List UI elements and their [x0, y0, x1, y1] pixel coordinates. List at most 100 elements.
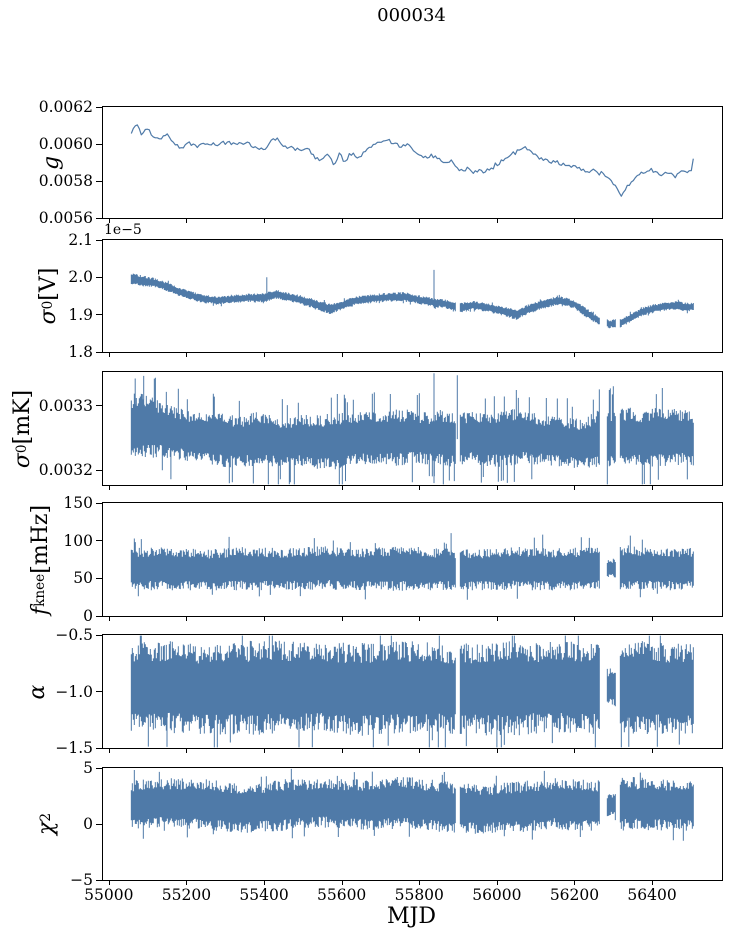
x-tick	[186, 486, 188, 490]
x-tick	[496, 219, 498, 223]
x-tick-label: 56000	[472, 886, 522, 904]
y-tick-label: 2.0	[68, 268, 93, 287]
y-tick	[96, 540, 102, 542]
x-tick	[574, 617, 576, 621]
panel-fknee	[102, 502, 723, 617]
x-tick	[108, 486, 110, 490]
x-tick-label: 55400	[239, 886, 289, 904]
axis-offset-label: 1e−5	[104, 222, 142, 238]
y-tick-label: 0.0032	[38, 461, 93, 480]
x-tick	[496, 486, 498, 490]
data-band-chi2	[130, 768, 694, 841]
y-tick-label: 0.0062	[38, 98, 93, 116]
y-tick	[96, 502, 102, 504]
x-tick	[652, 617, 654, 621]
y-tick-label: 0.0058	[38, 172, 93, 190]
y-tick	[96, 143, 102, 145]
x-tick	[108, 881, 110, 885]
x-tick	[341, 219, 343, 223]
data-line-g	[130, 124, 694, 197]
x-tick	[341, 881, 343, 885]
y-tick-label: 1.9	[68, 305, 93, 324]
y-tick-label: 0	[83, 815, 93, 833]
x-tick	[186, 881, 188, 885]
data-band-alpha	[130, 635, 694, 748]
x-tick	[652, 749, 654, 753]
x-tick	[574, 219, 576, 223]
y-tick	[96, 405, 102, 407]
x-tick-label: 55200	[161, 886, 212, 904]
x-tick	[108, 219, 110, 223]
x-tick-label: 56400	[627, 886, 677, 904]
x-tick	[574, 486, 576, 490]
y-tick-label: 1.8	[68, 343, 93, 361]
panel-g	[102, 106, 723, 219]
y-tick-label: 150	[63, 494, 93, 512]
y-tick	[96, 239, 102, 241]
y-tick	[96, 351, 102, 353]
data-band-sigma0-mk	[130, 373, 694, 485]
y-tick	[96, 180, 102, 182]
x-tick	[652, 486, 654, 490]
x-tick	[186, 617, 188, 621]
y-tick-label: −0.5	[55, 626, 93, 644]
data-band-sigma0-v	[130, 269, 694, 329]
x-tick	[341, 749, 343, 753]
x-tick	[419, 353, 421, 357]
y-tick	[96, 217, 102, 219]
x-tick	[496, 353, 498, 357]
x-tick	[108, 617, 110, 621]
y-tick-label: 2.1	[68, 231, 93, 249]
x-tick	[419, 486, 421, 490]
x-tick-label: 56200	[549, 886, 600, 904]
panel-chi2	[102, 767, 723, 881]
y-tick	[96, 276, 102, 278]
x-tick	[496, 749, 498, 753]
x-tick	[419, 617, 421, 621]
y-tick-label: 100	[63, 531, 93, 550]
x-tick	[652, 353, 654, 357]
y-tick-label: 0.0056	[38, 209, 93, 227]
plot-area-chi2	[130, 768, 694, 841]
y-tick-label: 50	[73, 569, 93, 588]
x-tick	[652, 881, 654, 885]
x-tick	[419, 749, 421, 753]
y-tick	[96, 469, 102, 471]
x-tick	[264, 219, 266, 223]
y-tick-label: 0.0033	[38, 396, 93, 415]
figure-title: 000034	[377, 5, 446, 26]
y-tick-label: −5	[70, 871, 93, 889]
y-tick	[96, 747, 102, 749]
x-tick	[496, 881, 498, 885]
x-tick	[264, 749, 266, 753]
x-tick	[108, 353, 110, 357]
y-tick	[96, 691, 102, 692]
y-tick	[96, 615, 102, 617]
x-tick-label: 55600	[316, 886, 367, 904]
panel-sigma0-mk	[102, 371, 723, 486]
y-tick	[96, 767, 102, 769]
y-tick-label: 0.0060	[38, 135, 93, 153]
x-tick	[341, 486, 343, 490]
x-tick-label: 55000	[84, 886, 134, 904]
panel-sigma0-v	[102, 239, 723, 353]
x-tick	[186, 353, 188, 357]
x-tick	[574, 881, 576, 885]
y-tick	[96, 879, 102, 881]
x-tick	[574, 749, 576, 753]
y-axis-label-fknee: f knee [mHz]	[27, 504, 53, 615]
x-tick	[264, 486, 266, 490]
y-tick	[96, 823, 102, 825]
y-tick	[96, 634, 102, 636]
plot-area-g	[130, 124, 694, 197]
plot-area-sigma0-v	[130, 269, 694, 329]
plot-area-sigma0-mk	[130, 373, 694, 485]
data-band-fknee	[130, 533, 694, 600]
x-tick	[341, 353, 343, 357]
x-tick	[496, 617, 498, 621]
x-tick	[419, 219, 421, 223]
